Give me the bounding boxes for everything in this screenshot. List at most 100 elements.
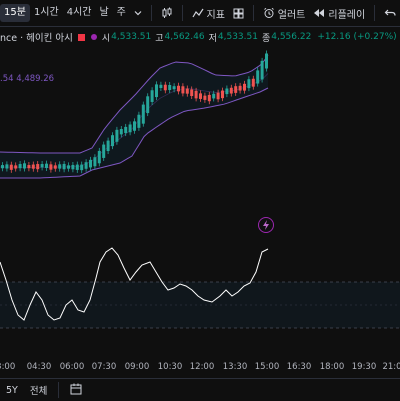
bollinger-fill [0,55,268,178]
candle-body [163,84,167,91]
candle-body [199,93,202,99]
candle-body [75,164,79,170]
candle-body [212,93,216,99]
candle-body [124,126,128,134]
toolbar-divider [374,5,376,21]
chart-type-button[interactable] [157,7,177,19]
candle-body [93,157,97,167]
alarm-clock-icon [263,7,274,18]
event-marker[interactable] [258,217,274,233]
candle-body [106,140,110,152]
candle-body [155,84,158,98]
undo-button[interactable] [380,7,400,19]
time-tick: 06:00 [59,362,85,372]
oscillator-line [0,247,269,321]
candle-body [137,114,141,128]
toolbar-divider [181,5,183,21]
time-tick: 07:30 [91,362,117,372]
candle-body [133,121,136,131]
high-value: 4,562.46 [164,32,205,42]
alert-button[interactable]: 얼러트 [259,6,310,21]
candle-body [115,129,119,142]
indicators-label: 지표 [206,9,225,21]
bollinger-upper-line [0,54,269,154]
candle-body [45,163,48,168]
candle-body [247,79,251,89]
time-tick: 19:30 [351,362,377,372]
time-axis[interactable]: 03:00 04:30 06:00 07:30 09:00 10:30 12:0… [0,358,400,376]
bollinger-values: .54 4,489.26 [0,74,55,84]
range-all-button[interactable]: 전체 [29,386,48,397]
candle-body [203,95,207,100]
candle-body [1,165,4,169]
candle-body [234,86,238,93]
candle-body [207,94,211,102]
oscillator-pane [0,247,400,329]
candle-body [172,86,176,90]
candle-body [168,85,172,90]
indicators-icon [192,8,204,18]
undo-icon [384,9,396,16]
time-tick: 18:00 [319,362,345,372]
range-5y-button[interactable]: 5Y [6,384,18,396]
close-label: 종 [261,33,271,44]
candle-body [71,164,75,170]
candle-body [111,135,114,147]
time-tick: 10:30 [157,362,183,372]
indicators-button[interactable]: 지표 [188,6,229,21]
timeframe-1h[interactable]: 1시간 [33,7,59,18]
candle-body [141,104,145,124]
candle-body [67,165,70,169]
time-tick: 03:00 [0,362,16,372]
candle-body [80,164,84,171]
candle-body [243,83,246,91]
goto-date-button[interactable] [64,383,88,398]
bottom-toolbar: 5Y 전체 [0,378,400,401]
candle-body [185,88,189,94]
candle-body [58,164,62,169]
timeframe-dropdown[interactable] [130,9,146,17]
timeframe-day[interactable]: 날 [99,7,109,18]
low-label: 저 [208,33,217,44]
candle-body [260,60,264,80]
candle-body [256,70,260,84]
time-tick: 04:30 [26,362,52,372]
candle-body [150,90,154,102]
candle-body [159,84,163,89]
time-tick: 12:00 [189,362,215,372]
candle-body [27,165,31,169]
candle-body [23,163,26,169]
time-tick: 13:30 [222,362,248,372]
change-value: +12.16 (+0.27%) [317,32,397,42]
replay-button[interactable]: 리플레이 [309,6,369,21]
open-label: 시 [101,33,111,44]
network-icon [90,34,97,40]
candle-body [102,144,106,158]
candle-body [49,164,53,170]
replay-icon [314,9,325,17]
timeframe-15m[interactable]: 15분 [0,4,30,22]
bollinger-legend: .54 4,489.26 [0,74,54,84]
lightning-icon [263,220,269,230]
symbol-name[interactable]: nce · 헤이킨 아시 [0,33,73,44]
candle-body [119,128,123,135]
candle-body [146,96,150,114]
candle-body [177,85,180,92]
candle-body [216,92,220,100]
candle-body [265,53,268,69]
candle-body [62,163,66,170]
flag-icon[interactable] [77,33,85,41]
low-value: 4,533.51 [217,32,258,42]
timeframe-4h[interactable]: 4시간 [66,7,92,18]
timeframe-week[interactable]: 주 [116,7,126,18]
candle-body [181,86,185,94]
candle-body [238,85,242,91]
candle-body [89,159,92,168]
candles-icon [162,7,172,18]
candle-body [84,162,88,169]
time-tick: 16:30 [286,362,312,372]
layouts-button[interactable] [229,8,248,19]
time-tick: 09:00 [124,362,150,372]
